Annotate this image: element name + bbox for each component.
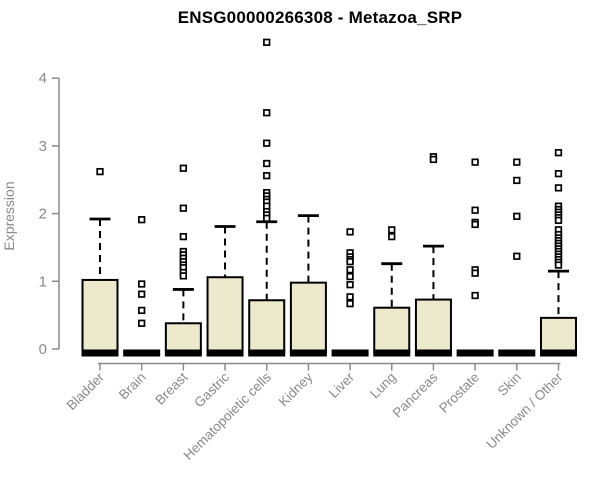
median-line [539, 349, 577, 357]
median-line [123, 349, 161, 357]
box [539, 316, 577, 353]
outlier-point [471, 158, 479, 166]
x-tick-label: Brain [116, 370, 149, 403]
outlier-point [388, 226, 396, 234]
x-tick-label: Lung [367, 370, 399, 402]
outlier-point [263, 172, 271, 180]
x-tick-label: Breast [152, 369, 190, 407]
outlier-point [513, 212, 521, 220]
y-axis-label: Expression [1, 181, 17, 251]
outlier-point [263, 109, 271, 117]
outlier-point [138, 280, 146, 288]
outlier-point [346, 272, 354, 281]
outlier-point [554, 261, 563, 269]
outlier-point [513, 252, 521, 260]
median-line [248, 349, 286, 357]
outlier-point [346, 258, 354, 266]
median-line [373, 349, 411, 357]
x-tick-label: Liver [326, 369, 358, 401]
outlier-point [429, 155, 438, 164]
chart-title: ENSG00000266308 - Metazoa_SRP [177, 8, 463, 27]
outlier-point [346, 266, 354, 274]
outlier-point [138, 216, 146, 224]
outlier-point [554, 149, 563, 157]
outlier-point [346, 281, 354, 289]
outlier-point [513, 158, 521, 166]
outlier-point [513, 176, 521, 185]
outlier-point [263, 159, 271, 168]
box [164, 322, 202, 353]
x-tick-label: Gastric [191, 369, 232, 410]
outlier-point [179, 204, 188, 212]
outlier-point [263, 139, 271, 147]
median-line [164, 349, 202, 357]
outlier-point [471, 291, 479, 300]
outlier-point [471, 220, 479, 229]
x-tick-label: Kidney [276, 369, 316, 409]
x-tick-label: Skin [495, 370, 524, 399]
box [248, 299, 286, 354]
outlier-point [346, 299, 354, 308]
median-line [81, 349, 119, 357]
median-line [289, 349, 327, 357]
box [81, 278, 119, 354]
outlier-point [388, 232, 396, 241]
outlier-point [138, 319, 146, 327]
outlier-point [471, 206, 479, 214]
outlier-point [554, 184, 563, 192]
y-tick-label: 0 [39, 341, 47, 358]
y-tick-label: 1 [39, 273, 47, 290]
y-tick-label: 3 [39, 138, 47, 155]
outlier-point [179, 272, 188, 280]
outlier-point [471, 269, 479, 277]
box [206, 276, 244, 354]
box [414, 298, 452, 354]
outlier-point [346, 228, 354, 236]
outlier-point [138, 306, 146, 315]
outlier-point [179, 164, 188, 172]
median-line [414, 349, 452, 357]
y-tick-label: 4 [39, 70, 47, 87]
outlier-point [554, 216, 563, 225]
median-line [206, 349, 244, 357]
x-tick-label: Unknown / Other [483, 369, 566, 452]
box [289, 281, 327, 353]
box [373, 306, 411, 354]
outlier-point [138, 290, 146, 298]
outlier-point [263, 214, 271, 222]
x-tick-label: Prostate [436, 370, 482, 416]
outlier-point [96, 167, 104, 176]
median-line [331, 349, 369, 357]
median-line [498, 349, 536, 357]
x-tick-label: Bladder [64, 369, 108, 413]
median-line [456, 349, 494, 357]
y-tick-label: 2 [39, 206, 47, 223]
outlier-point [263, 38, 271, 46]
outlier-point [179, 232, 188, 241]
outlier-point [554, 170, 563, 178]
x-tick-label: Pancreas [390, 369, 441, 420]
outlier-point [346, 293, 354, 301]
